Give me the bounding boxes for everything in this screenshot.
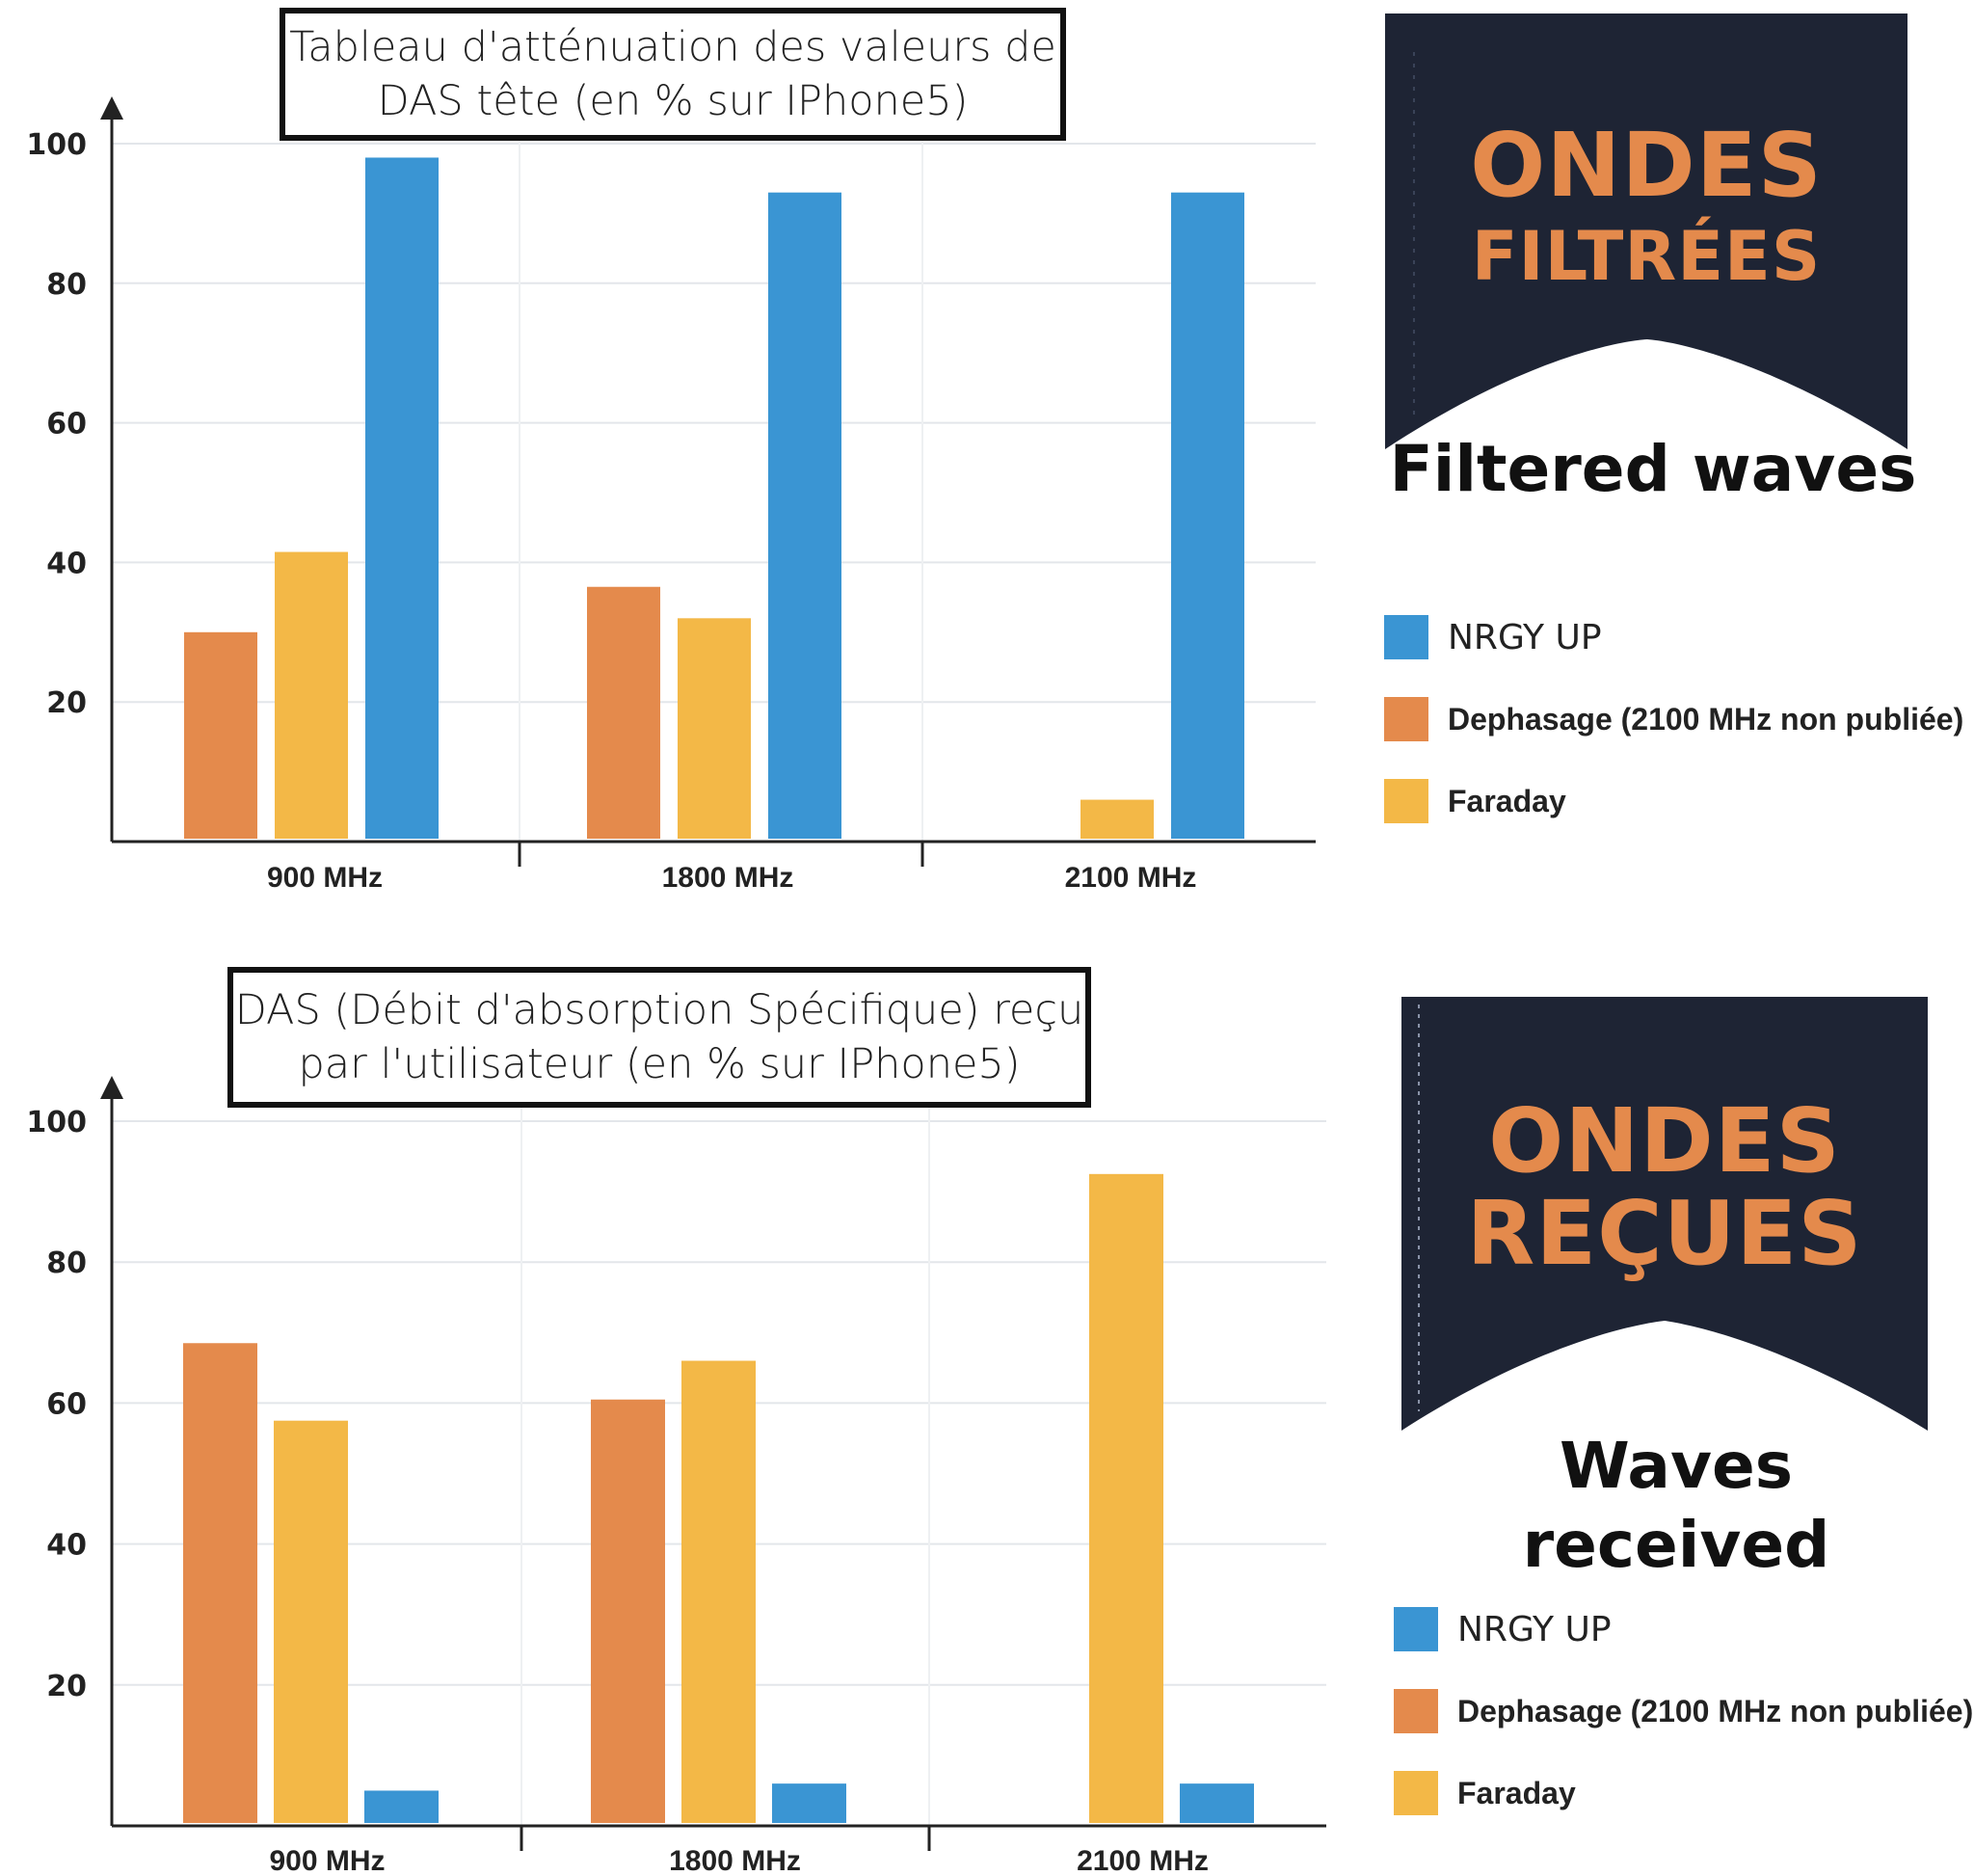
bar-dephasage <box>587 586 660 839</box>
y-tick-label: 40 <box>46 1529 87 1563</box>
bar-faraday <box>274 1420 348 1823</box>
chart-1-title: Tableau d'atténuation des valeurs de DAS… <box>280 8 1066 141</box>
legend-label-nrgy-up: NRGY UP <box>1457 1609 1612 1649</box>
legend-item-faraday: Faraday <box>1394 1766 1973 1820</box>
y-axis-arrow <box>100 1076 123 1099</box>
badge-filtered: ONDES FILTRÉES <box>1385 13 1907 453</box>
bar-nrgy_up <box>1180 1783 1254 1823</box>
legend-item-dephasage: Dephasage (2100 MHz non publiée) <box>1384 692 1963 746</box>
badge-filtered-shape <box>1385 13 1907 449</box>
legend-chart-1: NRGY UP Dephasage (2100 MHz non publiée)… <box>1384 610 1963 856</box>
chart-1-title-line-1: Tableau d'atténuation des valeurs de <box>289 23 1056 71</box>
legend-label-faraday: Faraday <box>1457 1775 1576 1810</box>
bar-dephasage <box>591 1399 665 1823</box>
y-tick-label: 60 <box>46 1387 87 1421</box>
bar-faraday <box>681 1360 756 1823</box>
bar-nrgy_up <box>768 192 841 839</box>
legend-label-faraday: Faraday <box>1448 783 1566 818</box>
legend-swatch-dephasage <box>1394 1689 1438 1733</box>
bar-nrgy_up <box>1171 192 1244 839</box>
chart-2-title: DAS (Débit d'absorption Spécifique) reçu… <box>227 967 1091 1108</box>
legend-chart-2: NRGY UP Dephasage (2100 MHz non publiée)… <box>1394 1602 1973 1848</box>
y-tick-label: 20 <box>46 1670 87 1703</box>
badge-received-line-1: ONDES <box>1488 1089 1841 1193</box>
y-tick-label: 20 <box>46 686 87 720</box>
badge-received-shape <box>1401 997 1928 1431</box>
legend-swatch-faraday <box>1384 779 1428 823</box>
y-tick-label: 80 <box>46 1246 87 1280</box>
legend-item-nrgy-up: NRGY UP <box>1394 1602 1973 1656</box>
badge-received-line-2: REÇUES <box>1466 1182 1863 1285</box>
badge-filtered-line-1: ONDES <box>1470 114 1823 217</box>
x-category-label: 900 MHz <box>267 862 383 894</box>
caption-filtered-waves: Filtered waves <box>1389 432 1917 506</box>
bar-faraday <box>1080 799 1154 839</box>
legend-item-faraday: Faraday <box>1384 774 1963 828</box>
badge-filtered-line-2: FILTRÉES <box>1471 217 1822 296</box>
legend-swatch-dephasage <box>1384 697 1428 741</box>
legend-swatch-nrgy-up <box>1384 615 1428 659</box>
y-tick-label: 100 <box>26 128 87 162</box>
y-tick-label: 40 <box>46 547 87 580</box>
x-category-label: 1800 MHz <box>669 1845 801 1876</box>
bar-nrgy_up <box>365 157 439 840</box>
bar-dephasage <box>184 631 257 839</box>
legend-label-dephasage: Dephasage (2100 MHz non publiée) <box>1457 1693 1974 1729</box>
legend-item-nrgy-up: NRGY UP <box>1384 610 1963 664</box>
legend-label-nrgy-up: NRGY UP <box>1448 617 1602 657</box>
chart-2-title-line-2: par l'utilisateur (en % sur IPhone5) <box>298 1040 1021 1088</box>
bar-dephasage <box>183 1343 257 1823</box>
chart-1-title-line-2: DAS tête (en % sur IPhone5) <box>377 77 969 125</box>
y-tick-label: 100 <box>26 1106 87 1139</box>
x-category-label: 1800 MHz <box>662 862 794 894</box>
y-axis-arrow <box>100 96 123 120</box>
legend-item-dephasage: Dephasage (2100 MHz non publiée) <box>1394 1684 1973 1738</box>
x-category-label: 2100 MHz <box>1065 862 1197 894</box>
chart-2-title-line-1: DAS (Débit d'absorption Spécifique) reçu <box>234 986 1084 1034</box>
y-tick-label: 60 <box>46 408 87 442</box>
bar-nrgy_up <box>364 1790 439 1823</box>
bar-faraday <box>1089 1173 1163 1823</box>
legend-swatch-nrgy-up <box>1394 1607 1438 1651</box>
bar-nrgy_up <box>772 1783 846 1823</box>
bar-faraday <box>678 618 751 839</box>
x-category-label: 900 MHz <box>269 1845 385 1876</box>
legend-label-dephasage: Dephasage (2100 MHz non publiée) <box>1448 701 1964 737</box>
badge-received: ONDES REÇUES <box>1401 997 1928 1433</box>
bar-faraday <box>275 551 348 839</box>
x-category-label: 2100 MHz <box>1077 1845 1209 1876</box>
caption-waves-received: Waves received <box>1522 1429 1830 1582</box>
legend-swatch-faraday <box>1394 1771 1438 1815</box>
y-tick-label: 80 <box>46 268 87 302</box>
